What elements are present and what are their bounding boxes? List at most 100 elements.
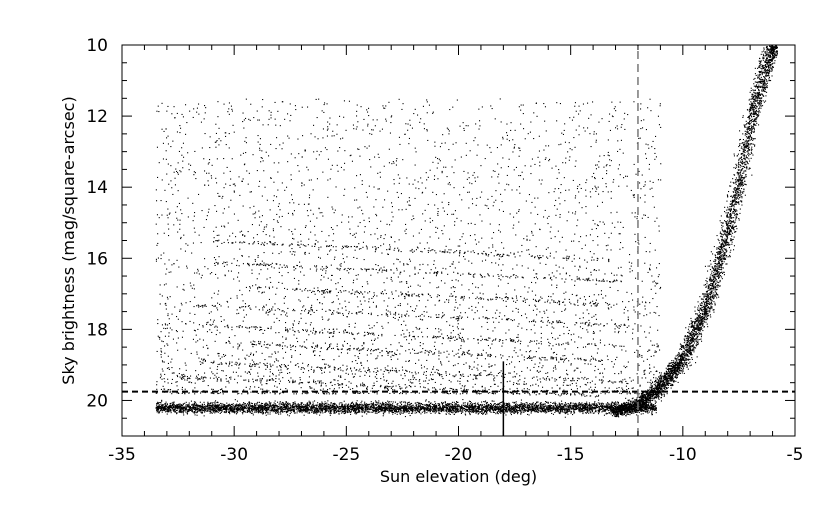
data-point [332,407,334,409]
data-point [303,407,305,409]
data-point [499,410,501,412]
data-point [508,405,510,407]
data-point [592,412,594,414]
data-point [483,407,485,409]
data-point [330,402,332,404]
data-point [582,411,584,413]
data-point [309,409,311,411]
data-point [468,407,470,409]
data-point [282,404,284,406]
data-point [521,408,523,410]
data-point [355,408,357,410]
data-point [582,404,584,406]
data-point [396,413,398,415]
data-point [327,407,329,409]
data-point [319,414,321,416]
data-point [540,407,542,409]
data-point [253,408,255,410]
data-point [410,406,412,408]
data-point [447,407,449,409]
data-point [281,408,283,410]
data-point [183,406,185,408]
data-point [266,411,268,413]
data-point [596,405,598,407]
data-point [248,404,250,406]
data-point [639,405,641,407]
data-point [366,407,368,409]
data-point [410,412,412,414]
data-point [289,408,291,410]
data-point [519,405,521,407]
data-point [648,407,650,409]
data-point [563,411,565,413]
data-point [475,409,477,411]
data-point [651,405,653,407]
data-point [304,408,306,410]
data-point [201,403,203,405]
data-point [571,407,573,409]
data-point [183,410,185,412]
data-point [512,407,514,409]
data-point [546,411,548,413]
data-point [578,410,580,412]
data-point [293,402,295,404]
data-point [489,410,491,412]
data-point [486,411,488,413]
data-point [416,409,418,411]
data-point [545,408,547,410]
data-point [509,406,511,408]
data-point [411,409,413,411]
data-point [514,408,516,410]
data-point [335,407,337,409]
data-point [410,403,412,405]
data-point [570,411,572,413]
data-point [578,402,580,404]
data-point [216,410,218,412]
data-point [550,410,552,412]
data-point [341,410,343,412]
data-point [460,406,462,408]
data-point [270,405,272,407]
data-point [386,407,388,409]
data-point [217,411,219,413]
data-point [639,410,641,412]
data-point [171,405,173,407]
data-point [443,406,445,408]
data-point [345,410,347,412]
data-point [471,407,473,409]
data-point [461,411,463,413]
data-point [383,407,385,409]
data-point [602,405,604,407]
data-point [646,407,648,409]
data-point [269,404,271,406]
data-point [417,401,419,403]
data-point [336,410,338,412]
data-point [175,411,177,413]
data-point [456,405,458,407]
data-point [172,408,174,410]
data-point [305,410,307,412]
data-point [483,401,485,403]
data-point [599,409,601,411]
data-point [544,409,546,411]
data-point [281,401,283,403]
data-point [445,406,447,408]
data-point [414,402,416,404]
data-point [503,402,505,404]
data-point [426,406,428,408]
data-point [427,409,429,411]
data-point [399,412,401,414]
data-point [258,404,260,406]
data-point [484,401,486,403]
data-point [308,402,310,404]
data-point [461,407,463,409]
data-point [434,401,436,403]
data-point [360,407,362,409]
data-point [163,407,165,409]
data-point [327,403,329,405]
data-point [547,410,549,412]
data-point [552,406,554,408]
data-point [274,406,276,408]
data-point [298,407,300,409]
data-point [646,409,648,411]
